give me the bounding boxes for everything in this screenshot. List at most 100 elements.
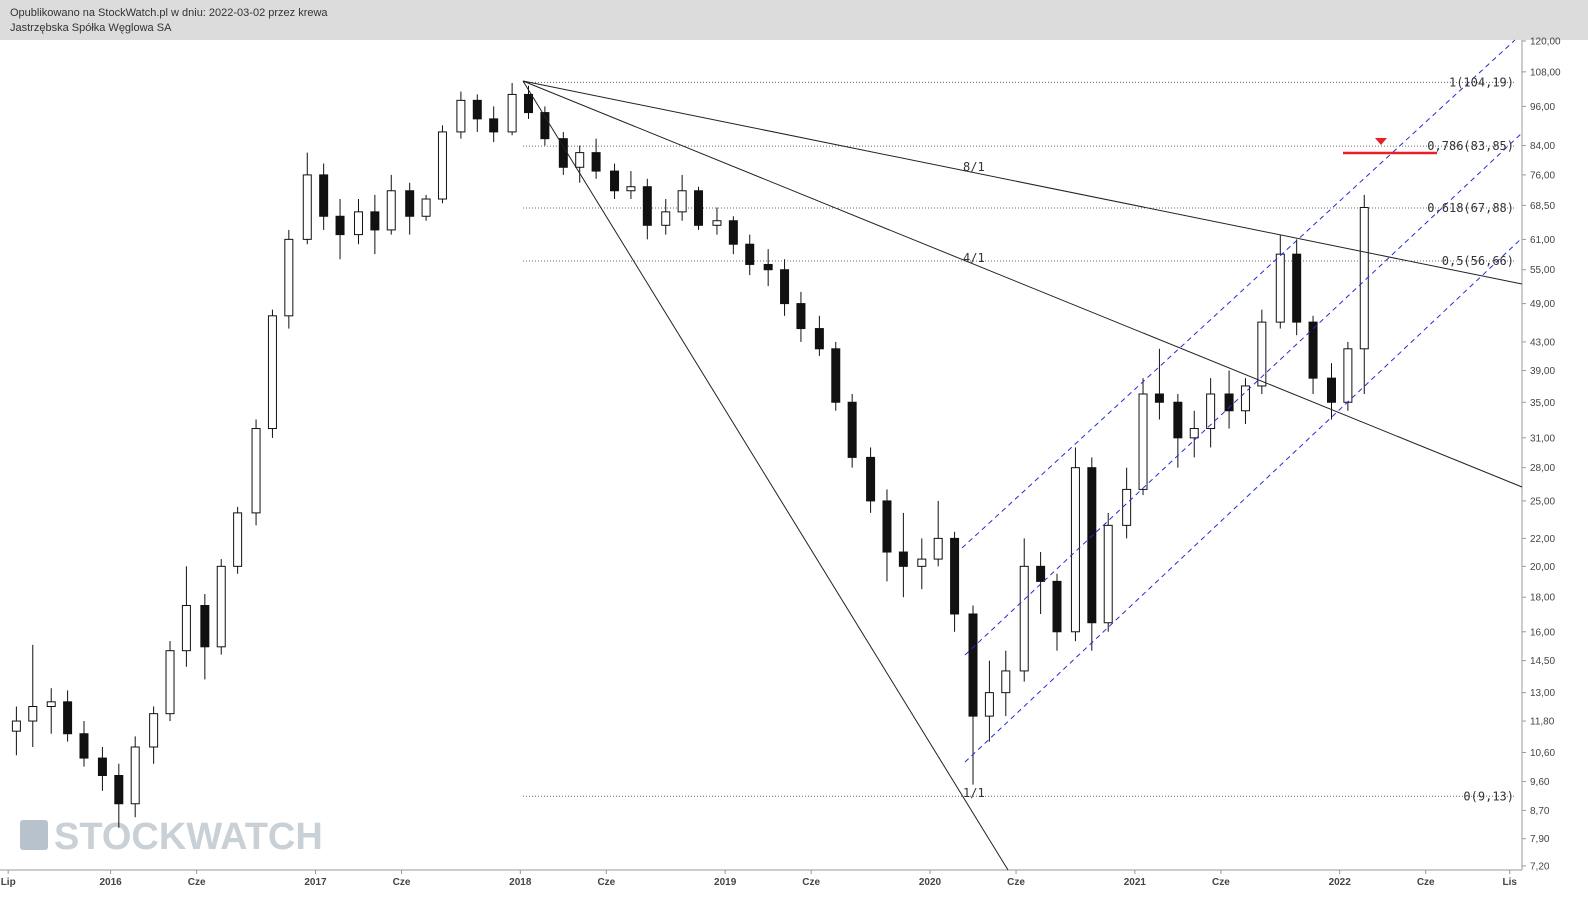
candle-body bbox=[1224, 393, 1234, 412]
y-tick-label: 13,00 bbox=[1530, 688, 1555, 699]
candle-body bbox=[591, 152, 601, 172]
candle-body bbox=[882, 500, 892, 553]
x-tick-label: Lip bbox=[1, 877, 16, 888]
candle-body bbox=[302, 174, 312, 240]
y-tick-label: 84,00 bbox=[1530, 141, 1555, 152]
fib-label: 0,5(56,66) bbox=[1442, 254, 1514, 268]
plot bbox=[11, 81, 1516, 828]
y-tick-label: 68,50 bbox=[1530, 201, 1555, 212]
candle-body bbox=[694, 190, 704, 226]
y-tick-label: 35,00 bbox=[1530, 398, 1555, 409]
channel-line bbox=[961, 39, 1516, 549]
candle-body bbox=[1275, 253, 1285, 323]
y-tick-label: 108,00 bbox=[1530, 67, 1561, 78]
channel-line bbox=[964, 132, 1523, 656]
candle-body bbox=[437, 131, 447, 200]
candle-body bbox=[524, 93, 534, 114]
candle-body bbox=[661, 211, 671, 226]
candle-body bbox=[97, 757, 107, 777]
fib-label: 0(9,13) bbox=[1463, 789, 1514, 803]
candle-body bbox=[353, 211, 363, 236]
y-tick-label: 76,00 bbox=[1530, 170, 1555, 181]
candle-body bbox=[1138, 393, 1148, 490]
candle-body bbox=[1173, 401, 1183, 439]
candle-body bbox=[1001, 670, 1011, 694]
candle-body bbox=[642, 186, 652, 226]
candle-body bbox=[712, 220, 722, 226]
candle-body bbox=[847, 401, 857, 458]
candle-body bbox=[114, 775, 124, 805]
candle-body bbox=[1292, 253, 1302, 323]
y-tick-label: 8,70 bbox=[1530, 806, 1550, 817]
y-tick-label: 14,50 bbox=[1530, 656, 1555, 667]
candle-body bbox=[917, 558, 927, 567]
header-bar bbox=[0, 0, 1588, 40]
y-tick-label: 7,90 bbox=[1530, 834, 1550, 845]
candle-body bbox=[1122, 488, 1132, 526]
x-tick-label: 2022 bbox=[1329, 877, 1352, 888]
y-tick-label: 31,00 bbox=[1530, 433, 1555, 444]
candle-body bbox=[63, 701, 73, 735]
y-tick-label: 7,20 bbox=[1530, 861, 1550, 872]
channel-line bbox=[964, 237, 1523, 763]
candle-body bbox=[1359, 207, 1369, 350]
candle-body bbox=[745, 243, 755, 265]
watermark-icon bbox=[20, 820, 48, 850]
y-tick-label: 22,00 bbox=[1530, 534, 1555, 545]
fib-label: 0,618(67,88) bbox=[1427, 201, 1514, 215]
fib-label: 1(104,19) bbox=[1449, 75, 1514, 89]
candle-body bbox=[1240, 385, 1250, 412]
x-tick-label: 2021 bbox=[1124, 877, 1147, 888]
fan-line bbox=[522, 80, 1523, 285]
x-tick-label: Lis bbox=[1502, 877, 1517, 888]
candle-body bbox=[1308, 321, 1318, 379]
candle-body bbox=[149, 713, 159, 748]
candle-body bbox=[677, 190, 687, 213]
candle-body bbox=[386, 190, 396, 231]
x-tick-label: Cze bbox=[1212, 877, 1230, 888]
candle-body bbox=[233, 512, 243, 567]
fan-line bbox=[522, 80, 1523, 488]
y-tick-label: 96,00 bbox=[1530, 102, 1555, 113]
candle-body bbox=[79, 733, 89, 759]
candle-body bbox=[933, 537, 943, 560]
candle-body bbox=[456, 99, 466, 133]
candle-body bbox=[1257, 321, 1267, 387]
candle-body bbox=[780, 269, 790, 305]
x-tick-label: Cze bbox=[1007, 877, 1025, 888]
candle-body bbox=[1019, 565, 1029, 672]
x-tick-label: Cze bbox=[597, 877, 615, 888]
candle-body bbox=[28, 706, 38, 722]
candle-body bbox=[284, 238, 294, 317]
candle-body bbox=[489, 118, 499, 133]
header-subtitle: Jastrzębska Spółka Węglowa SA bbox=[10, 22, 172, 34]
candle-body bbox=[728, 220, 738, 245]
candle-body bbox=[575, 152, 585, 168]
candle-body bbox=[251, 428, 261, 514]
candle-body bbox=[1052, 580, 1062, 633]
candle-body bbox=[1154, 393, 1164, 403]
channel bbox=[961, 39, 1523, 763]
candle-body bbox=[898, 551, 908, 567]
candle-body bbox=[796, 303, 806, 330]
candle-body bbox=[763, 263, 773, 271]
candle-body bbox=[319, 174, 329, 217]
x-tick-label: 2017 bbox=[304, 877, 327, 888]
candle-body bbox=[1189, 428, 1199, 439]
candle-body bbox=[610, 170, 620, 192]
y-tick-label: 10,60 bbox=[1530, 748, 1555, 759]
header-line: Opublikowano na StockWatch.pl w dniu: 20… bbox=[10, 7, 328, 19]
candle-body bbox=[866, 456, 876, 502]
x-tick-label: Cze bbox=[802, 877, 820, 888]
candle-body bbox=[130, 746, 140, 805]
y-tick-label: 18,00 bbox=[1530, 593, 1555, 604]
x-tick-label: 2019 bbox=[714, 877, 737, 888]
y-tick-label: 49,00 bbox=[1530, 299, 1555, 310]
candle-body bbox=[984, 692, 994, 717]
candle-body bbox=[405, 190, 415, 217]
candle-body bbox=[200, 604, 210, 648]
candle-body bbox=[165, 650, 175, 715]
candle-body bbox=[814, 328, 824, 350]
y-tick-label: 11,80 bbox=[1530, 717, 1555, 728]
candle-body bbox=[1070, 467, 1080, 633]
